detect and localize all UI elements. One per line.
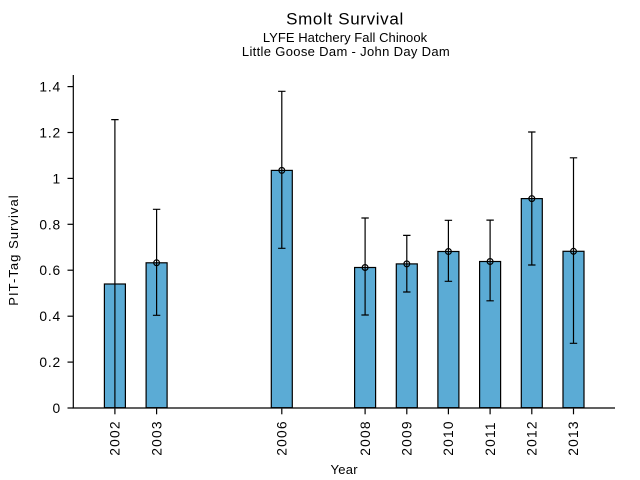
svg-text:1.2: 1.2 bbox=[39, 126, 61, 141]
svg-text:Smolt Survival: Smolt Survival bbox=[286, 10, 404, 29]
svg-text:0.6: 0.6 bbox=[39, 263, 61, 278]
svg-text:Little Goose Dam - John Day Da: Little Goose Dam - John Day Dam bbox=[242, 44, 450, 59]
svg-text:0.4: 0.4 bbox=[39, 309, 61, 324]
svg-text:1: 1 bbox=[53, 171, 61, 186]
svg-text:0: 0 bbox=[53, 401, 61, 416]
svg-text:2002: 2002 bbox=[108, 420, 123, 456]
svg-text:2012: 2012 bbox=[525, 420, 540, 456]
svg-text:0.2: 0.2 bbox=[39, 355, 61, 370]
svg-text:PIT-Tag Survival: PIT-Tag Survival bbox=[6, 194, 21, 305]
svg-text:2006: 2006 bbox=[275, 420, 290, 456]
svg-text:0.8: 0.8 bbox=[39, 217, 61, 232]
svg-text:2008: 2008 bbox=[358, 420, 373, 456]
svg-text:2010: 2010 bbox=[441, 420, 456, 456]
svg-text:2009: 2009 bbox=[400, 420, 415, 456]
svg-text:2003: 2003 bbox=[149, 420, 164, 456]
svg-text:1.4: 1.4 bbox=[39, 80, 61, 95]
svg-text:Year: Year bbox=[330, 462, 358, 477]
svg-text:2011: 2011 bbox=[483, 421, 498, 455]
svg-text:LYFE Hatchery Fall Chinook: LYFE Hatchery Fall Chinook bbox=[263, 30, 428, 45]
svg-text:2013: 2013 bbox=[566, 420, 581, 456]
